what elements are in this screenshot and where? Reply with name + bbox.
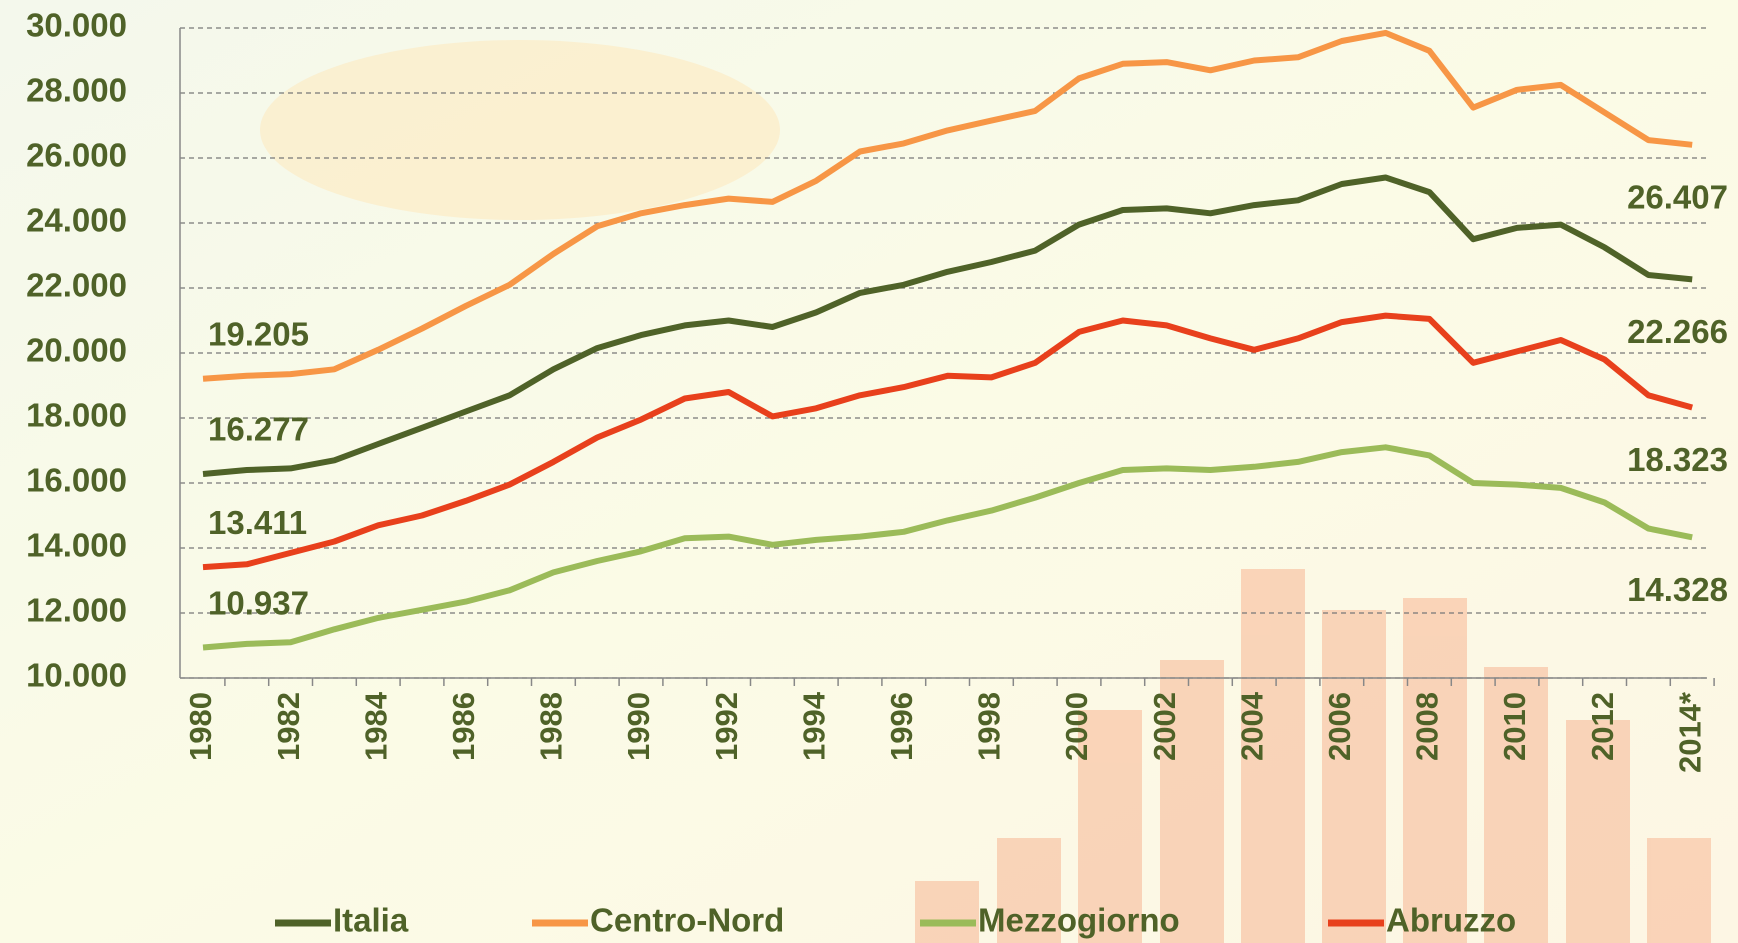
x-tick-label: 1982 [271,692,306,761]
x-tick-label: 1990 [621,692,656,761]
x-tick-label: 1986 [446,692,481,761]
x-tick-label: 1994 [796,691,831,761]
y-tick-label: 18.000 [26,397,127,434]
x-tick-label: 2000 [1059,692,1094,761]
data-label: 14.328 [1627,571,1728,608]
x-tick-label: 1996 [884,692,919,761]
data-label: 22.266 [1627,313,1728,350]
y-tick-label: 10.000 [26,657,127,694]
legend-label: Abruzzo [1386,902,1516,939]
background-shape [260,40,780,220]
data-label: 13.411 [208,504,307,541]
series-line [202,174,1693,477]
x-tick-label: 2002 [1147,692,1182,761]
y-tick-label: 30.000 [26,7,127,44]
series-line [202,444,1693,651]
x-tick-label: 1992 [709,692,744,761]
legend-label: Centro-Nord [590,902,784,939]
y-tick-label: 28.000 [26,72,127,109]
legend-label: Italia [333,902,409,939]
y-tick-label: 14.000 [26,527,127,564]
x-tick-label: 2012 [1585,692,1620,761]
legend-label: Mezzogiorno [978,902,1180,939]
x-tick-label: 1980 [183,692,218,761]
x-tick-label: 2006 [1322,692,1357,761]
background-bars [915,569,1711,943]
x-tick-label: 2004 [1234,691,1269,761]
data-label: 16.277 [208,411,309,448]
data-label: 19.205 [208,316,309,353]
data-label: 10.937 [208,584,309,621]
x-tick-label: 2008 [1410,692,1445,761]
series-line [202,312,1694,571]
data-label: 18.323 [1627,441,1728,478]
x-tick-label: 1998 [972,692,1007,761]
y-tick-label: 22.000 [26,267,127,304]
y-tick-label: 12.000 [26,592,127,629]
y-tick-label: 20.000 [26,332,127,369]
x-tick-label: 1984 [358,691,393,761]
y-tick-label: 24.000 [26,202,127,239]
x-tick-label: 2010 [1497,692,1532,761]
x-tick-label: 2014* [1672,691,1707,773]
series-line [202,29,1693,382]
data-label: 26.407 [1627,178,1728,215]
y-tick-label: 16.000 [26,462,127,499]
y-tick-label: 26.000 [26,137,127,174]
x-tick-label: 1988 [534,692,569,761]
